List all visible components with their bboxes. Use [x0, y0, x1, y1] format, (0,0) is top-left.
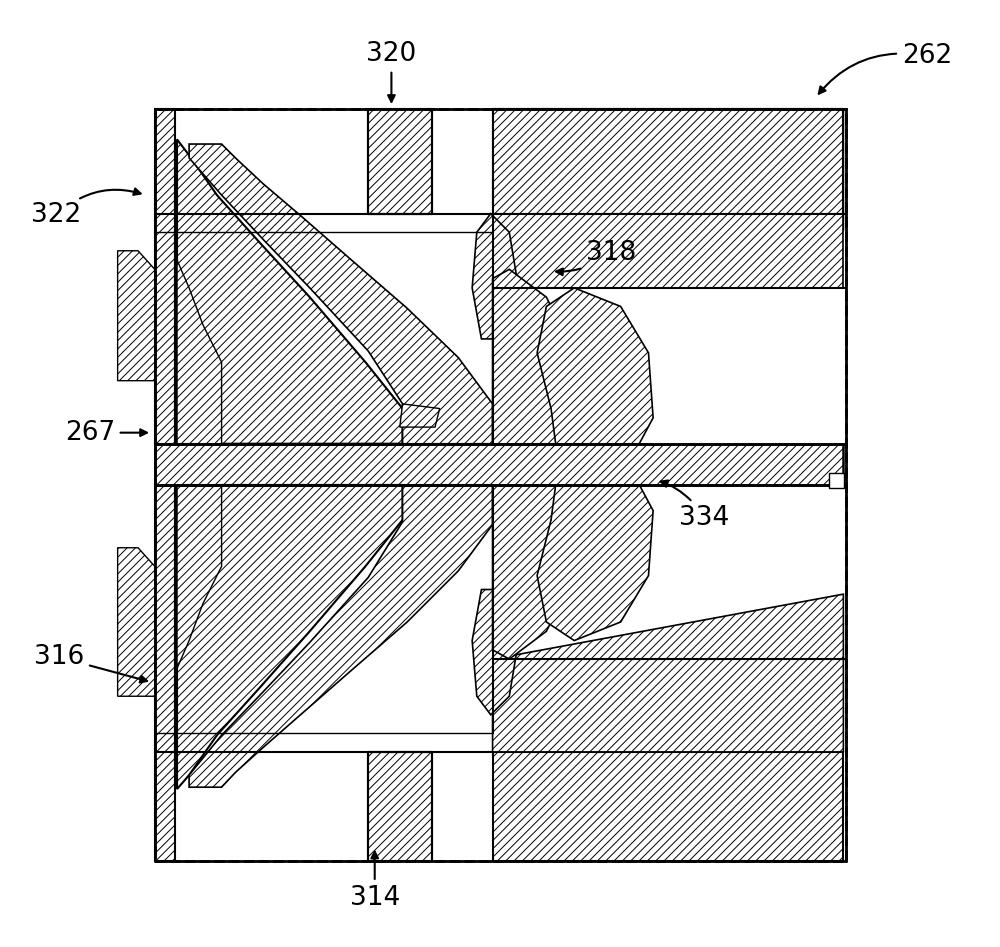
Polygon shape [189, 144, 493, 444]
Polygon shape [472, 589, 519, 715]
Polygon shape [472, 214, 519, 339]
Polygon shape [177, 485, 403, 789]
Polygon shape [537, 485, 653, 640]
Polygon shape [493, 594, 843, 752]
Polygon shape [118, 251, 155, 381]
Text: 320: 320 [366, 41, 417, 102]
Bar [829, 474, 844, 489]
Polygon shape [493, 109, 843, 214]
Text: 314: 314 [350, 851, 400, 911]
Bar [155, 109, 846, 861]
Polygon shape [493, 485, 574, 659]
Text: 322: 322 [31, 188, 141, 228]
Polygon shape [177, 260, 222, 444]
Polygon shape [118, 547, 155, 696]
Polygon shape [155, 444, 843, 485]
Polygon shape [493, 109, 843, 230]
Polygon shape [177, 485, 222, 669]
Polygon shape [493, 269, 574, 444]
Text: 334: 334 [661, 480, 729, 531]
Polygon shape [493, 214, 843, 288]
Text: 318: 318 [556, 240, 636, 276]
Polygon shape [368, 752, 432, 861]
Text: 267: 267 [65, 420, 147, 446]
Polygon shape [189, 485, 493, 787]
Polygon shape [537, 288, 653, 444]
Text: 316: 316 [34, 644, 147, 683]
Polygon shape [177, 139, 403, 444]
Text: 262: 262 [819, 43, 952, 94]
Polygon shape [155, 109, 175, 444]
Polygon shape [493, 752, 843, 861]
Polygon shape [155, 485, 175, 861]
Polygon shape [493, 109, 843, 230]
Polygon shape [400, 403, 440, 427]
Polygon shape [368, 109, 432, 214]
